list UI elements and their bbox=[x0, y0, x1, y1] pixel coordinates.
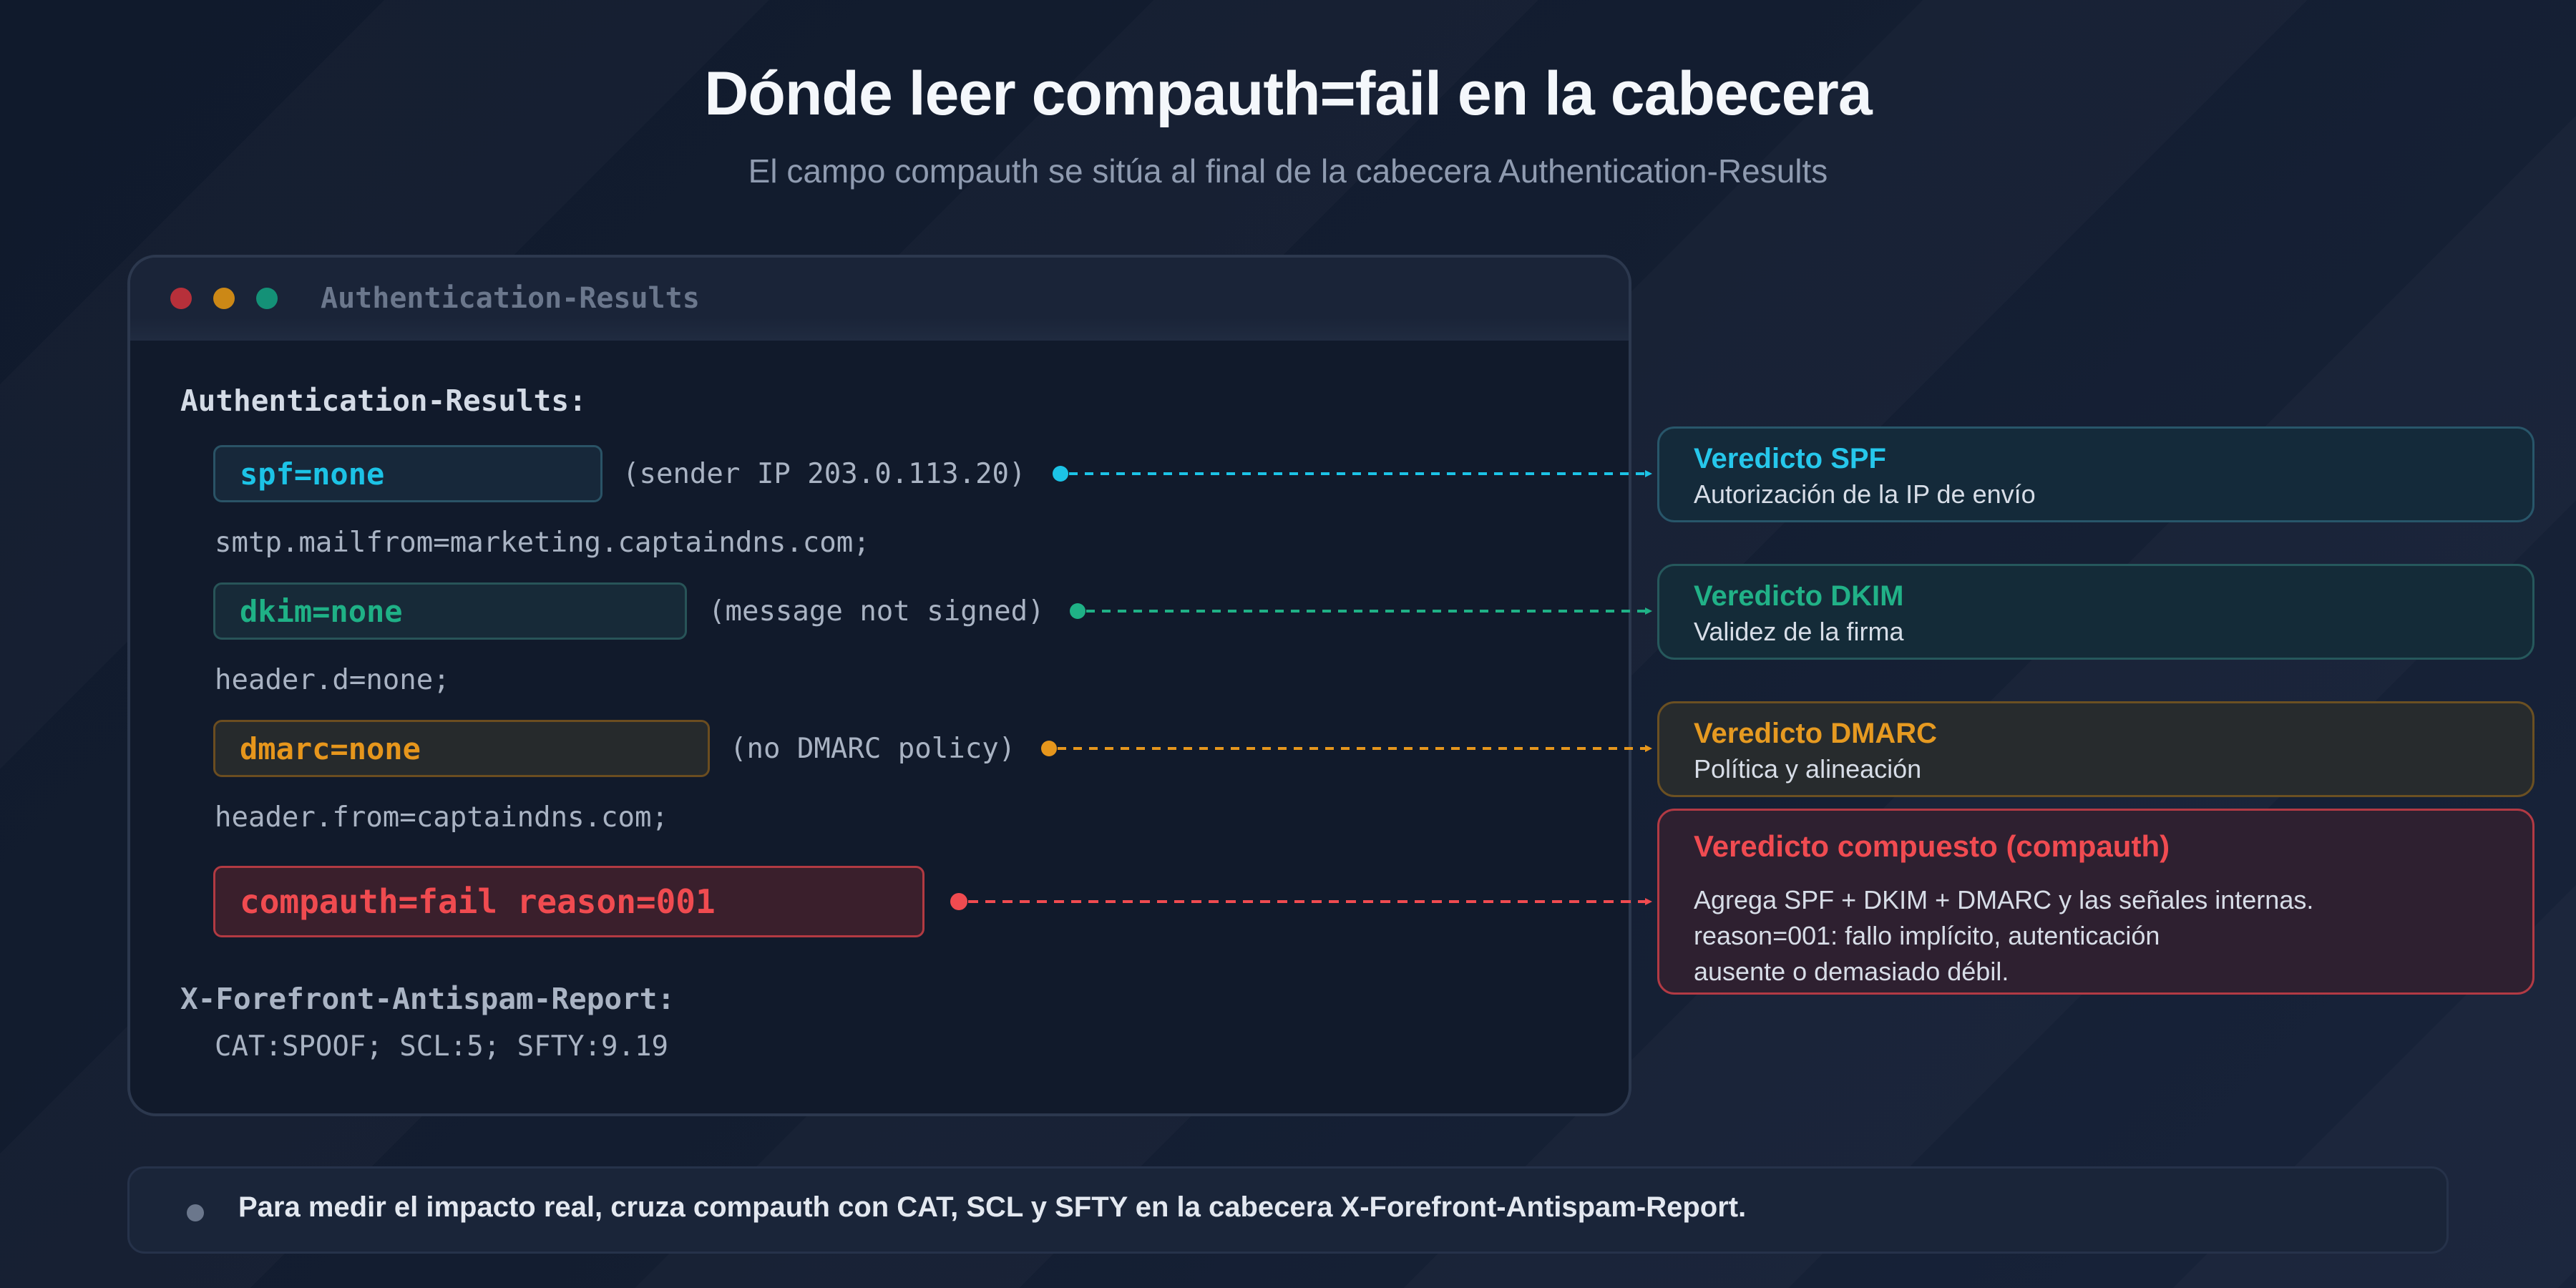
dkim-verdict-desc: Validez de la firma bbox=[1694, 617, 1904, 646]
compauth-verdict-desc: Agrega SPF + DKIM + DMARC y las señales … bbox=[1694, 882, 2498, 990]
compauth-desc-line-2: reason=001: fallo implícito, autenticaci… bbox=[1694, 921, 2160, 950]
dkim-note: (message not signed) bbox=[708, 595, 1045, 628]
spf-value-pill: spf=none bbox=[213, 445, 602, 502]
auth-results-label: Authentication-Results: bbox=[180, 384, 587, 418]
smtp-mailfrom-line: smtp.mailfrom=marketing.captaindns.com; bbox=[215, 527, 870, 559]
page-subtitle: El campo compauth se sitúa al final de l… bbox=[748, 152, 1828, 190]
page-title: Dónde leer compauth=fail en la cabecera bbox=[704, 59, 1872, 128]
spf-verdict-card: Veredicto SPF Autorización de la IP de e… bbox=[1657, 426, 2534, 522]
spf-note: (sender IP 203.0.113.20) bbox=[623, 458, 1026, 490]
dkim-verdict-title: Veredicto DKIM bbox=[1694, 580, 1904, 612]
footer-note: Para medir el impacto real, cruza compau… bbox=[127, 1166, 2449, 1254]
maximize-dot-icon[interactable] bbox=[256, 288, 278, 309]
header-d-line: header.d=none; bbox=[215, 664, 450, 696]
dmarc-verdict-desc: Política y alineación bbox=[1694, 754, 1922, 784]
antispam-label: X-Forefront-Antispam-Report: bbox=[180, 982, 675, 1016]
footer-text: Para medir el impacto real, cruza compau… bbox=[238, 1191, 1747, 1223]
dmarc-verdict-title: Veredicto DMARC bbox=[1694, 718, 1938, 749]
dkim-connector bbox=[1070, 603, 1652, 619]
compauth-desc-line-1: Agrega SPF + DKIM + DMARC y las señales … bbox=[1694, 885, 2314, 914]
bullet-icon bbox=[187, 1204, 204, 1221]
dmarc-verdict-card: Veredicto DMARC Política y alineación bbox=[1657, 701, 2534, 797]
compauth-verdict-card: Veredicto compuesto (compauth) Agrega SP… bbox=[1657, 809, 2534, 995]
dmarc-connector bbox=[1041, 741, 1652, 756]
terminal-title: Authentication-Results bbox=[321, 282, 700, 315]
compauth-connector bbox=[950, 893, 1652, 910]
spf-verdict-title: Veredicto SPF bbox=[1694, 443, 1886, 474]
spf-verdict-desc: Autorización de la IP de envío bbox=[1694, 479, 2036, 509]
minimize-dot-icon[interactable] bbox=[213, 288, 235, 309]
terminal-title-bar: Authentication-Results bbox=[130, 258, 1629, 341]
compauth-verdict-title: Veredicto compuesto (compauth) bbox=[1694, 829, 2170, 863]
dkim-verdict-card: Veredicto DKIM Validez de la firma bbox=[1657, 564, 2534, 660]
compauth-value-pill: compauth=fail reason=001 bbox=[213, 866, 924, 937]
dmarc-note: (no DMARC policy) bbox=[730, 733, 1016, 765]
close-dot-icon[interactable] bbox=[170, 288, 192, 309]
spf-connector bbox=[1053, 466, 1652, 482]
antispam-value: CAT:SPOOF; SCL:5; SFTY:9.19 bbox=[215, 1030, 668, 1063]
dkim-value-pill: dkim=none bbox=[213, 582, 687, 640]
header-from-line: header.from=captaindns.com; bbox=[215, 801, 668, 834]
dmarc-value-pill: dmarc=none bbox=[213, 720, 710, 777]
terminal-window: Authentication-Results bbox=[127, 255, 1631, 1116]
compauth-desc-line-3: ausente o demasiado débil. bbox=[1694, 957, 2009, 986]
